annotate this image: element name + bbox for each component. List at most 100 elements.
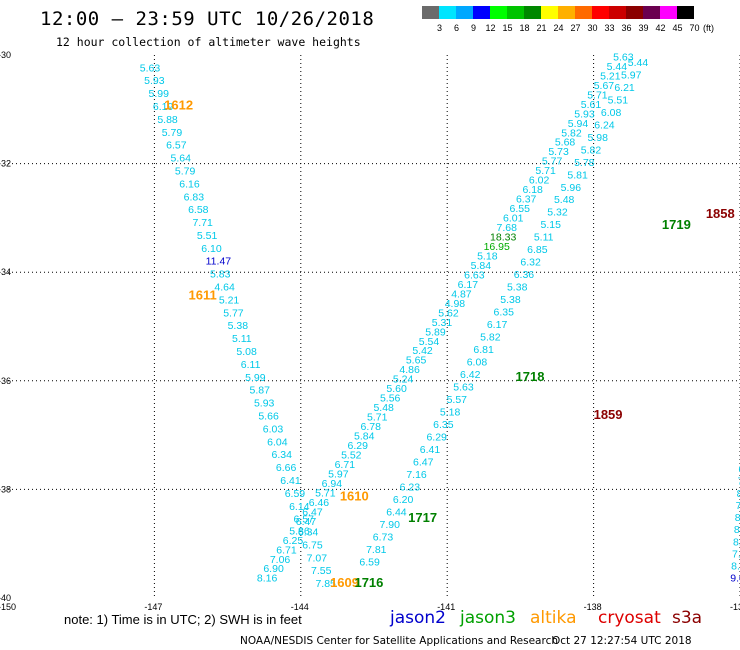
swh-value-jason3: 18.33 [490, 232, 516, 244]
y-tick-label: -34 [0, 267, 11, 277]
swh-value-s3a: 5.51 [608, 94, 629, 106]
swh-value-s3a: 7.90 [379, 519, 400, 531]
swh-value-cryosat: 6.41 [280, 475, 301, 487]
swh-value-cryosat: 11.47 [206, 256, 232, 268]
swh-value-jason3: 4.98 [445, 298, 466, 310]
swh-value-jason3: 5.60 [386, 383, 407, 395]
swh-value-cryosat: 6.75 [302, 539, 323, 551]
swh-value-cryosat: 6.14 [289, 501, 310, 513]
swh-value-s3a: 5.63 [453, 382, 474, 394]
x-tick-label: -141 [437, 602, 455, 612]
swh-value-s3a: 6.29 [426, 432, 447, 444]
swh-value-jason3: 6.46 [309, 497, 330, 509]
swh-value-jason3: 5.65 [406, 355, 427, 367]
y-tick-label: -30 [0, 50, 11, 60]
swh-value-jason3: 5.84 [471, 260, 492, 272]
swh-value-s3a: 5.97 [621, 69, 642, 81]
swh-value-cryosat: 5.38 [228, 320, 249, 332]
swh-value-jason3: 5.71 [535, 165, 556, 177]
swh-value-s3a: 5.38 [500, 294, 521, 306]
swh-value-s3a: 6.85 [527, 244, 548, 256]
swh-value-s3a: 6.17 [487, 319, 508, 331]
x-tick-label: -144 [291, 602, 309, 612]
swh-value-jason3: 5.94 [568, 118, 589, 130]
colorbar-label: 27 [570, 23, 581, 33]
swh-value-jason3: 6.78 [361, 421, 382, 433]
swh-value-cryosat: 5.51 [197, 230, 218, 242]
swh-value-jason3: 5.42 [412, 345, 433, 357]
swh-value-cryosat: 5.21 [219, 294, 240, 306]
track-time-label: 1609 [330, 575, 359, 590]
swh-value-jason3: 5.71 [587, 89, 608, 101]
swh-value-jason3: 5.52 [341, 449, 362, 461]
swh-value-s3a: 5.15 [541, 219, 562, 231]
swh-value-s3a: 6.23 [400, 481, 421, 493]
swh-value-s3a: 6.20 [393, 494, 414, 506]
swh-value-jason3: 5.67 [594, 80, 615, 92]
swh-value-jason3: 8.16 [257, 573, 278, 585]
swh-value-cryosat: 5.79 [162, 127, 183, 139]
swh-value-jason3: 5.71 [367, 412, 388, 424]
page-subtitle: 12 hour collection of altimeter wave hei… [56, 35, 361, 49]
swh-value-jason3: 5.62 [438, 307, 459, 319]
y-tick-label: -40 [0, 593, 11, 603]
colorbar-swatch [473, 6, 490, 19]
swh-value-east: 8.70 [733, 536, 740, 548]
credit-line: NOAA/NESDIS Center for Satellite Applica… [240, 635, 558, 647]
swh-value-east: 8.71 [735, 512, 740, 524]
x-tick-label: -13 [730, 602, 740, 612]
swh-value-cryosat: 5.77 [223, 307, 244, 319]
swh-value-jason3: 6.47 [302, 506, 323, 518]
swh-value-cryosat: 6.34 [298, 527, 319, 539]
swh-value-jason3: 5.86 [289, 525, 310, 537]
colorbar-label: 15 [502, 23, 513, 33]
colorbar-label: 6 [453, 23, 459, 33]
swh-value-cryosat: 5.99 [245, 372, 266, 384]
swh-value-jason3: 5.71 [315, 487, 336, 499]
swh-value-s3a: 5.78 [574, 157, 595, 169]
colorbar-label: 12 [485, 23, 496, 33]
footer-note: note: 1) Time is in UTC; 2) SWH is in fe… [64, 612, 302, 627]
swh-value-s3a: 6.73 [373, 531, 394, 543]
swh-value-cryosat: 7.07 [307, 552, 328, 564]
track-time-label: 1859 [594, 407, 623, 422]
swh-value-cryosat: 6.11 [241, 359, 261, 371]
swh-value-s3a: 7.16 [406, 469, 427, 481]
swh-value-cryosat: 6.34 [272, 449, 293, 461]
swh-value-jason3: 6.18 [522, 184, 543, 196]
swh-value-jason3: 5.63 [613, 51, 634, 63]
colorbar-label: 45 [672, 23, 683, 33]
swh-value-cryosat: 5.63 [140, 62, 161, 74]
swh-value-s3a: 6.35 [494, 307, 515, 319]
swh-value-s3a: 5.82 [480, 332, 501, 344]
swh-value-s3a: 6.42 [460, 369, 481, 381]
swh-value-jason3: 7.68 [497, 222, 518, 234]
swh-value-cryosat: 5.11 [232, 333, 252, 345]
swh-value-cryosat: 5.64 [171, 153, 192, 165]
x-tick-label: -147 [144, 602, 162, 612]
swh-value-jason3: 4.87 [451, 288, 472, 300]
colorbar-label: 30 [587, 23, 598, 33]
colorbar-label: 24 [553, 23, 564, 33]
swh-value-s3a: 5.98 [588, 132, 609, 144]
y-tick-label: -36 [0, 376, 11, 386]
swh-value-jason3: 5.68 [555, 137, 576, 149]
legend-cryosat: cryosat [598, 608, 661, 628]
swh-value-s3a: 5.11 [534, 232, 554, 244]
track-time-label: 1716 [354, 575, 383, 590]
swh-value-jason3: 5.18 [477, 250, 498, 262]
colorbar-label: 21 [536, 23, 547, 33]
swh-value-jason3: 6.02 [529, 175, 550, 187]
swh-value-s3a: 5.96 [561, 182, 582, 194]
swh-value-cryosat: 4.64 [214, 282, 235, 294]
swh-value-s3a: 6.59 [359, 556, 380, 568]
swh-value-jason3: 16.95 [484, 241, 510, 253]
swh-value-s3a: 6.35 [433, 419, 454, 431]
swh-value-cryosat: 6.04 [267, 436, 288, 448]
swh-value-jason3: 5.61 [581, 99, 602, 111]
swh-value-s3a: 6.81 [473, 344, 494, 356]
colorbar-swatch [575, 6, 592, 19]
swh-value-jason3: 5.89 [425, 326, 446, 338]
swh-value-cryosat: 5.08 [236, 346, 257, 358]
